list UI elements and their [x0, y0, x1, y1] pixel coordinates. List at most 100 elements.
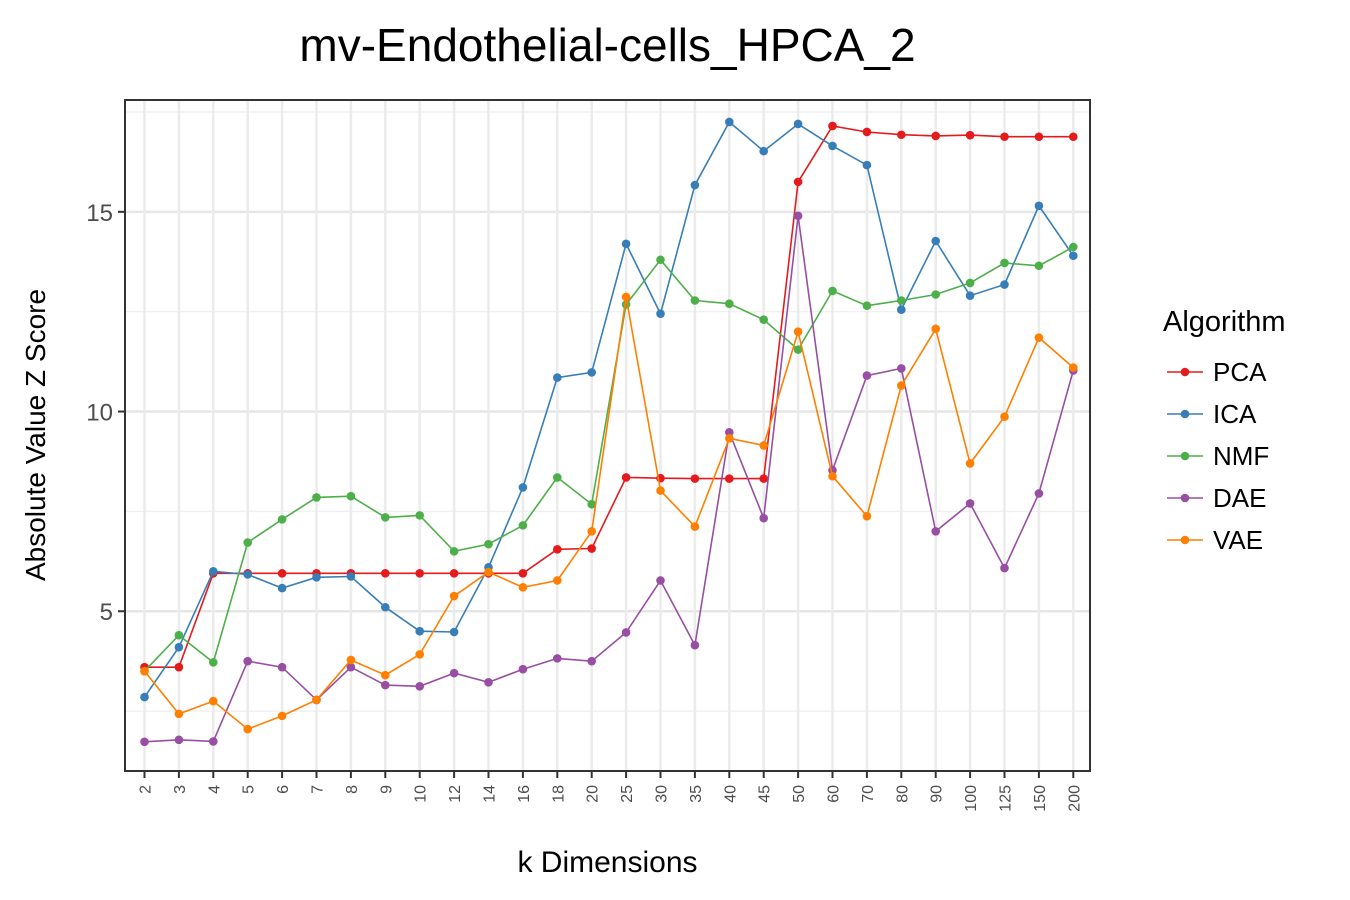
data-point-vae — [346, 655, 356, 665]
data-point-vae — [415, 650, 425, 659]
data-point-nmf — [793, 345, 803, 354]
x-tick-label: 90 — [929, 785, 946, 803]
data-point-ica — [381, 602, 390, 612]
data-point-dae — [209, 737, 218, 746]
data-point-ica — [346, 572, 356, 581]
legend-key-dae — [1167, 493, 1203, 503]
x-tick-label: 7 — [310, 785, 327, 794]
data-point-nmf — [725, 299, 734, 308]
x-tick-label: 125 — [998, 785, 1015, 812]
y-tick-label: 10 — [86, 400, 113, 427]
data-point-dae — [931, 527, 940, 536]
data-point-nmf — [1000, 258, 1009, 268]
data-point-pca — [277, 568, 287, 578]
data-point-ica — [209, 566, 218, 576]
data-point-dae — [656, 576, 665, 585]
data-point-dae — [759, 513, 768, 523]
data-point-pca — [553, 545, 562, 554]
data-point-ica — [243, 570, 252, 579]
legend: Algorithm PCA ICA NMF DAE VAE — [1163, 306, 1286, 561]
legend-key-pca — [1167, 367, 1203, 377]
data-point-ica — [725, 117, 734, 127]
legend-key-ica — [1167, 409, 1203, 419]
data-point-dae — [518, 664, 528, 674]
data-point-nmf — [346, 491, 356, 501]
data-point-nmf — [518, 521, 528, 530]
legend-label: DAE — [1213, 482, 1267, 513]
data-point-dae — [725, 428, 734, 437]
chart-title: mv-Endothelial-cells_HPCA_2 — [299, 19, 916, 71]
data-point-dae — [897, 364, 906, 373]
data-point-vae — [243, 724, 252, 734]
series-layer — [140, 117, 1078, 747]
x-tick-label: 100 — [963, 785, 980, 812]
x-tick-label: 35 — [688, 785, 705, 803]
x-tick-label: 200 — [1066, 785, 1083, 812]
data-point-vae — [759, 441, 768, 450]
data-point-dae — [484, 678, 493, 687]
x-tick-label: 40 — [722, 785, 739, 803]
data-point-vae — [828, 471, 837, 481]
data-point-nmf — [931, 290, 940, 299]
data-point-vae — [656, 486, 665, 495]
data-point-nmf — [1034, 261, 1044, 271]
data-point-pca — [1069, 132, 1078, 142]
series-line-vae — [143, 296, 1074, 731]
data-point-pca — [897, 130, 906, 140]
data-point-ica — [140, 692, 149, 702]
data-point-ica — [415, 626, 425, 636]
panel-border — [124, 99, 1091, 772]
data-point-pca — [690, 474, 700, 483]
data-point-nmf — [484, 539, 493, 549]
legend-item-ica: ICA — [1163, 393, 1286, 435]
data-point-pca — [725, 474, 734, 483]
data-point-pca — [621, 473, 631, 482]
data-point-vae — [312, 695, 321, 705]
x-tick-label: 18 — [550, 785, 567, 803]
x-tick-label: 8 — [344, 785, 361, 794]
data-point-nmf — [587, 499, 596, 509]
legend-label: PCA — [1213, 356, 1267, 387]
x-tick-label: 12 — [447, 785, 464, 803]
data-point-dae — [965, 499, 975, 508]
data-point-dae — [553, 654, 562, 663]
data-point-nmf — [965, 278, 975, 288]
data-point-ica — [1000, 280, 1009, 289]
data-point-nmf — [897, 296, 906, 305]
data-point-nmf — [312, 493, 321, 502]
x-tick-label: 20 — [585, 785, 602, 803]
data-point-pca — [381, 568, 390, 578]
legend-items: PCA ICA NMF DAE VAE — [1163, 351, 1286, 561]
x-tick-label: 10 — [413, 785, 430, 803]
data-point-dae — [621, 628, 631, 637]
x-tick-label: 30 — [654, 785, 671, 803]
data-point-nmf — [1069, 242, 1078, 252]
data-point-vae — [174, 709, 184, 719]
data-point-dae — [346, 662, 356, 672]
data-point-pca — [415, 568, 425, 578]
data-point-nmf — [759, 315, 768, 324]
x-tick-label: 2 — [138, 785, 155, 794]
x-tick-label: 16 — [516, 785, 533, 803]
data-point-nmf — [862, 301, 872, 310]
x-tick-label: 70 — [860, 785, 877, 803]
data-point-ica — [828, 141, 837, 151]
data-point-vae — [553, 576, 562, 585]
legend-key-vae — [1167, 535, 1203, 545]
data-point-vae — [209, 696, 218, 706]
data-point-vae — [449, 591, 459, 601]
x-tick-label: 25 — [619, 785, 636, 803]
x-axis-label: k Dimensions — [517, 846, 698, 879]
data-point-vae — [1069, 363, 1078, 372]
data-point-nmf — [690, 296, 700, 305]
series-line-nmf — [143, 246, 1074, 672]
data-point-vae — [862, 511, 872, 521]
data-point-vae — [793, 327, 803, 336]
data-point-ica — [621, 239, 631, 249]
data-point-ica — [656, 309, 665, 318]
data-point-ica — [518, 483, 528, 492]
x-tick-label: 14 — [482, 785, 499, 803]
data-point-dae — [1000, 563, 1009, 573]
